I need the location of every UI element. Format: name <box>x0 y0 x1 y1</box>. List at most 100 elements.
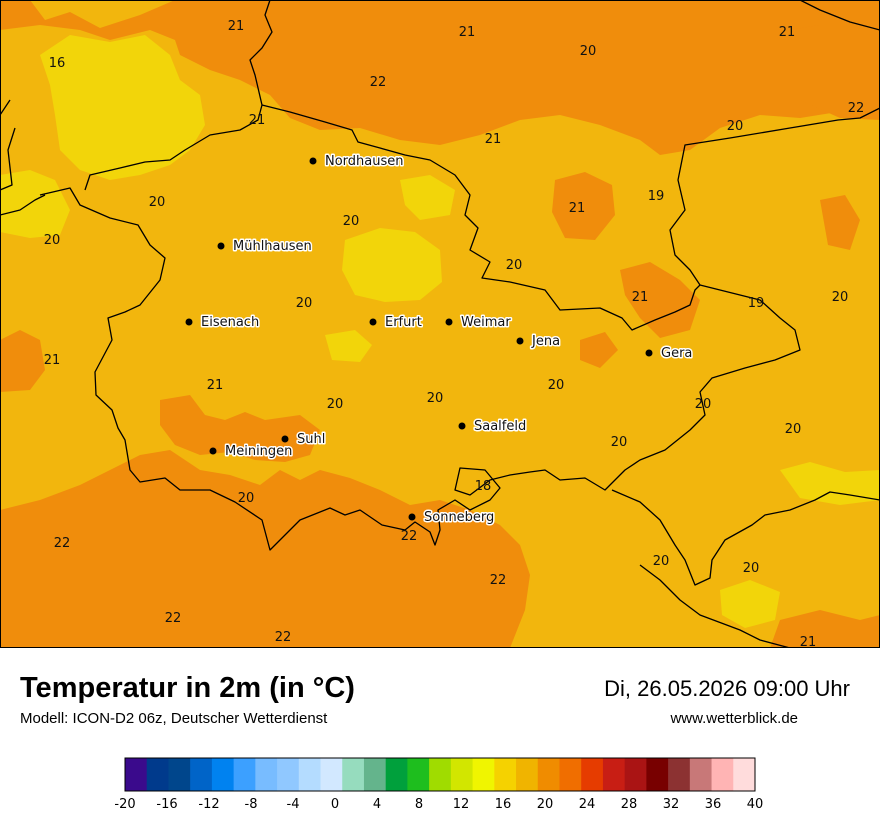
contour-label: 20 <box>343 214 360 229</box>
color-legend: -20 -16 -12 -8 -4 0 4 8 12 16 20 24 28 32 36 40 <box>114 757 763 812</box>
contour-label: 21 <box>249 113 266 128</box>
legend-tick-label: 24 <box>579 797 596 812</box>
warm-region-center-east <box>552 172 615 240</box>
city-jena[interactable]: Jena <box>516 333 562 351</box>
legend-swatch <box>450 758 474 791</box>
contour-label: 16 <box>49 56 66 71</box>
contour-label: 21 <box>228 19 245 34</box>
warm-region-west-mid <box>0 330 45 392</box>
cool-region-west <box>0 170 70 238</box>
contour-label: 20 <box>743 561 760 576</box>
city-meiningen[interactable]: Meiningen <box>209 443 294 461</box>
city-weimar[interactable]: Weimar <box>445 314 513 332</box>
warm-region-north <box>0 0 880 155</box>
legend-swatch <box>363 758 387 791</box>
legend-tick-label: -20 <box>114 797 135 812</box>
legend-tick-label: 0 <box>331 797 339 812</box>
contour-label: 21 <box>569 201 586 216</box>
legend-swatch <box>277 758 300 791</box>
legend-tick-label: 8 <box>415 797 423 812</box>
contour-label: 20 <box>580 44 597 59</box>
legend-tick-label: -12 <box>198 797 219 812</box>
contour-label: 22 <box>490 573 507 588</box>
city-muehlhausen[interactable]: Mühlhausen <box>217 238 313 256</box>
legend-swatch <box>537 758 560 791</box>
border-southeast <box>611 489 880 586</box>
legend-swatch <box>711 758 734 791</box>
legend-swatch <box>668 758 691 791</box>
legend-swatch <box>733 758 756 791</box>
legend-tick-label: 40 <box>747 797 764 812</box>
legend-tick-label: 36 <box>705 797 722 812</box>
contour-label: 22 <box>848 101 865 116</box>
legend-swatch <box>624 758 647 791</box>
contour-label: 22 <box>275 630 292 645</box>
contour-label: 22 <box>401 529 418 544</box>
legend-swatch <box>429 758 452 791</box>
contour-label: 20 <box>653 554 670 569</box>
contour-label: 22 <box>370 75 387 90</box>
contour-label: 20 <box>327 397 344 412</box>
legend-tick-label: 4 <box>373 797 381 812</box>
contour-label: 18 <box>475 479 492 494</box>
legend-tick-label: -4 <box>287 797 300 812</box>
contour-label: 21 <box>485 132 502 147</box>
contour-label: 19 <box>648 189 665 204</box>
cool-region-east <box>780 462 880 505</box>
legend-swatch <box>494 758 517 791</box>
cities: Nordhausen Mühlhausen Eisenach Erfurt We… <box>185 153 694 527</box>
legend-swatch <box>602 758 626 791</box>
city-label: Sonneberg <box>424 510 494 525</box>
state-borders <box>0 0 880 648</box>
legend-swatch <box>342 758 365 791</box>
city-label: Meiningen <box>225 444 292 459</box>
contour-label: 20 <box>695 397 712 412</box>
contour-label: 21 <box>800 635 817 648</box>
legend-swatch <box>211 758 235 791</box>
forecast-datetime: Di, 26.05.2026 09:00 Uhr <box>604 676 850 701</box>
thuringia-border <box>0 99 880 551</box>
city-erfurt[interactable]: Erfurt <box>369 314 423 332</box>
city-gera[interactable]: Gera <box>645 345 694 363</box>
legend-swatch <box>146 758 169 791</box>
legend-swatch <box>407 758 430 791</box>
legend-swatches <box>125 758 756 791</box>
legend-swatch <box>190 758 213 791</box>
legend-tick-label: 12 <box>453 797 470 812</box>
city-nordhausen[interactable]: Nordhausen <box>309 153 405 171</box>
legend-swatch <box>298 758 322 791</box>
city-label: Eisenach <box>201 315 259 330</box>
warm-region-southeast <box>770 610 880 648</box>
website-link[interactable]: www.wetterblick.de <box>670 710 798 727</box>
thuringia-border-north <box>84 0 273 191</box>
contour-label: 21 <box>779 25 796 40</box>
legend-ticks: -20 -16 -12 -8 -4 0 4 8 12 16 20 24 28 32 36 40 <box>114 797 763 812</box>
contour-label: 20 <box>506 258 523 273</box>
map-title: Temperatur in 2m (in °C) <box>20 672 355 704</box>
contour-label: 20 <box>44 233 61 248</box>
city-label: Weimar <box>461 315 511 330</box>
contour-label: 20 <box>427 391 444 406</box>
legend-swatch <box>472 758 495 791</box>
legend-swatch <box>516 758 539 791</box>
legend-swatch <box>581 758 604 791</box>
city-sonneberg[interactable]: Sonneberg <box>408 509 496 527</box>
city-suhl[interactable]: Suhl <box>281 431 327 449</box>
contour-label: 22 <box>54 536 71 551</box>
cool-region-north-center <box>400 175 455 220</box>
contour-label: 20 <box>727 119 744 134</box>
legend-swatch <box>168 758 191 791</box>
contour-label: 21 <box>459 25 476 40</box>
warm-region-east <box>620 262 700 338</box>
legend-swatch <box>255 758 278 791</box>
city-eisenach[interactable]: Eisenach <box>185 314 261 332</box>
contour-label: 20 <box>611 435 628 450</box>
border-west-ridge <box>0 194 46 216</box>
warm-regions <box>0 0 880 648</box>
contour-label: 20 <box>296 296 313 311</box>
city-saalfeld[interactable]: Saalfeld <box>458 418 528 436</box>
city-label: Erfurt <box>385 315 422 330</box>
border-east-top <box>799 0 880 31</box>
legend-swatch <box>689 758 713 791</box>
contour-label: 19 <box>748 296 765 311</box>
